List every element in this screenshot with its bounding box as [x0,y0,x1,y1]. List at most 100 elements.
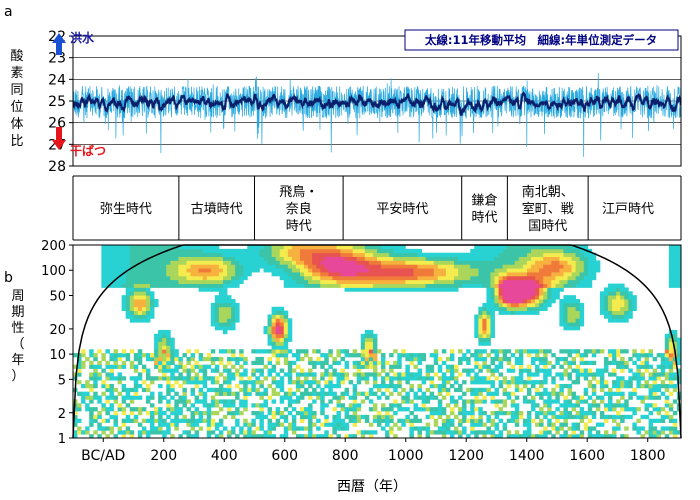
heatmap-cell [441,272,447,277]
heatmap-cell [393,272,398,277]
heatmap-cell [591,387,597,393]
heatmap-cell [522,399,528,404]
heatmap-cell [133,302,139,308]
heatmap-cell [202,376,208,381]
heatmap-cell [672,372,678,377]
heatmap-cell [579,260,585,265]
heatmap-cell [214,380,220,385]
heatmap-cell [320,260,325,265]
heatmap-cell [599,383,605,389]
heatmap-cell [535,391,540,396]
heatmap-cell [271,252,277,257]
heatmap-cell [389,380,394,385]
heatmap-cell [551,295,556,300]
heatmap-cell [210,306,216,312]
heatmap-cell [190,410,195,416]
heatmap-cell [145,318,151,323]
heatmap-cell [417,418,422,423]
heatmap-cell [125,283,131,288]
heatmap-cell [595,380,601,385]
heatmap-cell [218,302,224,308]
heatmap-cell [644,364,649,369]
heatmap-cell [385,395,390,400]
heatmap-cell [502,299,508,304]
heatmap-cell [599,380,605,385]
heatmap-cell [539,434,544,438]
heatmap-cell [401,264,406,269]
heatmap-cell [182,252,187,257]
heatmap-cell [474,252,479,257]
heatmap-cell [218,360,224,366]
heatmap-cell [356,248,362,254]
heatmap-cell [271,399,277,404]
heatmap-cell [154,302,159,308]
heatmap-cell [535,353,540,358]
heatmap-cell [445,426,451,431]
heatmap-cell [397,426,402,431]
heatmap-cell [535,268,540,273]
heatmap-cell [433,287,439,292]
heatmap-cell [591,353,597,358]
heatmap-cell [526,364,532,369]
heatmap-cell [445,391,451,396]
heatmap-cell [299,272,305,277]
heatmap-cell [299,395,305,400]
heatmap-cell [494,248,499,254]
heatmap-cell [522,349,528,354]
heatmap-cell [360,356,366,362]
heatmap-cell [259,383,264,389]
heatmap-cell [174,364,179,369]
heatmap-cell [620,310,625,315]
heatmap-cell [154,268,159,273]
heatmap-cell [320,245,325,250]
heatmap-cell [352,364,358,369]
heatmap-cell [531,395,536,400]
heatmap-cell [567,306,572,312]
heatmap-cell [454,260,459,265]
heatmap-cell [324,418,329,423]
heatmap-cell [133,306,139,312]
heatmap-cell [348,418,354,423]
heatmap-cell [571,306,577,312]
panel-b-xtick-label: 1000 [388,448,424,464]
heatmap-cell [660,372,666,377]
heatmap-cell [283,333,289,339]
heatmap-cell [470,279,475,284]
heatmap-cell [259,256,264,261]
heatmap-cell [137,407,143,412]
heatmap-cell [482,434,487,438]
heatmap-cell [283,326,289,331]
heatmap-cell [356,252,362,257]
heatmap-cell [291,399,297,404]
heatmap-cell [632,349,637,354]
heatmap-cell [478,430,483,435]
heatmap-cell [660,380,666,385]
heatmap-cell [672,364,678,369]
heatmap-cell [308,279,313,284]
heatmap-cell [312,360,317,366]
heatmap-cell [194,268,200,273]
heatmap-cell [372,279,378,284]
heatmap-cell [498,302,504,308]
heatmap-cell [170,260,175,265]
heatmap-cell [372,383,378,389]
heatmap-cell [575,283,581,288]
heatmap-cell [425,260,431,265]
heatmap-cell [247,434,252,438]
heatmap-cell [231,318,236,323]
heatmap-cell [518,302,524,308]
heatmap-cell [458,256,463,261]
heatmap-cell [583,256,589,261]
heatmap-cell [352,275,358,281]
heatmap-cell [287,360,293,366]
heatmap-cell [271,426,277,431]
heatmap-cell [668,256,674,261]
heatmap-cell [445,283,451,288]
heatmap-cell [227,295,232,300]
heatmap-cell [547,395,552,400]
heatmap-cell [150,314,155,319]
heatmap-cell [522,260,528,265]
panel-b-letter: b [4,270,13,286]
heatmap-cell [340,272,345,277]
heatmap-cell [579,399,585,404]
